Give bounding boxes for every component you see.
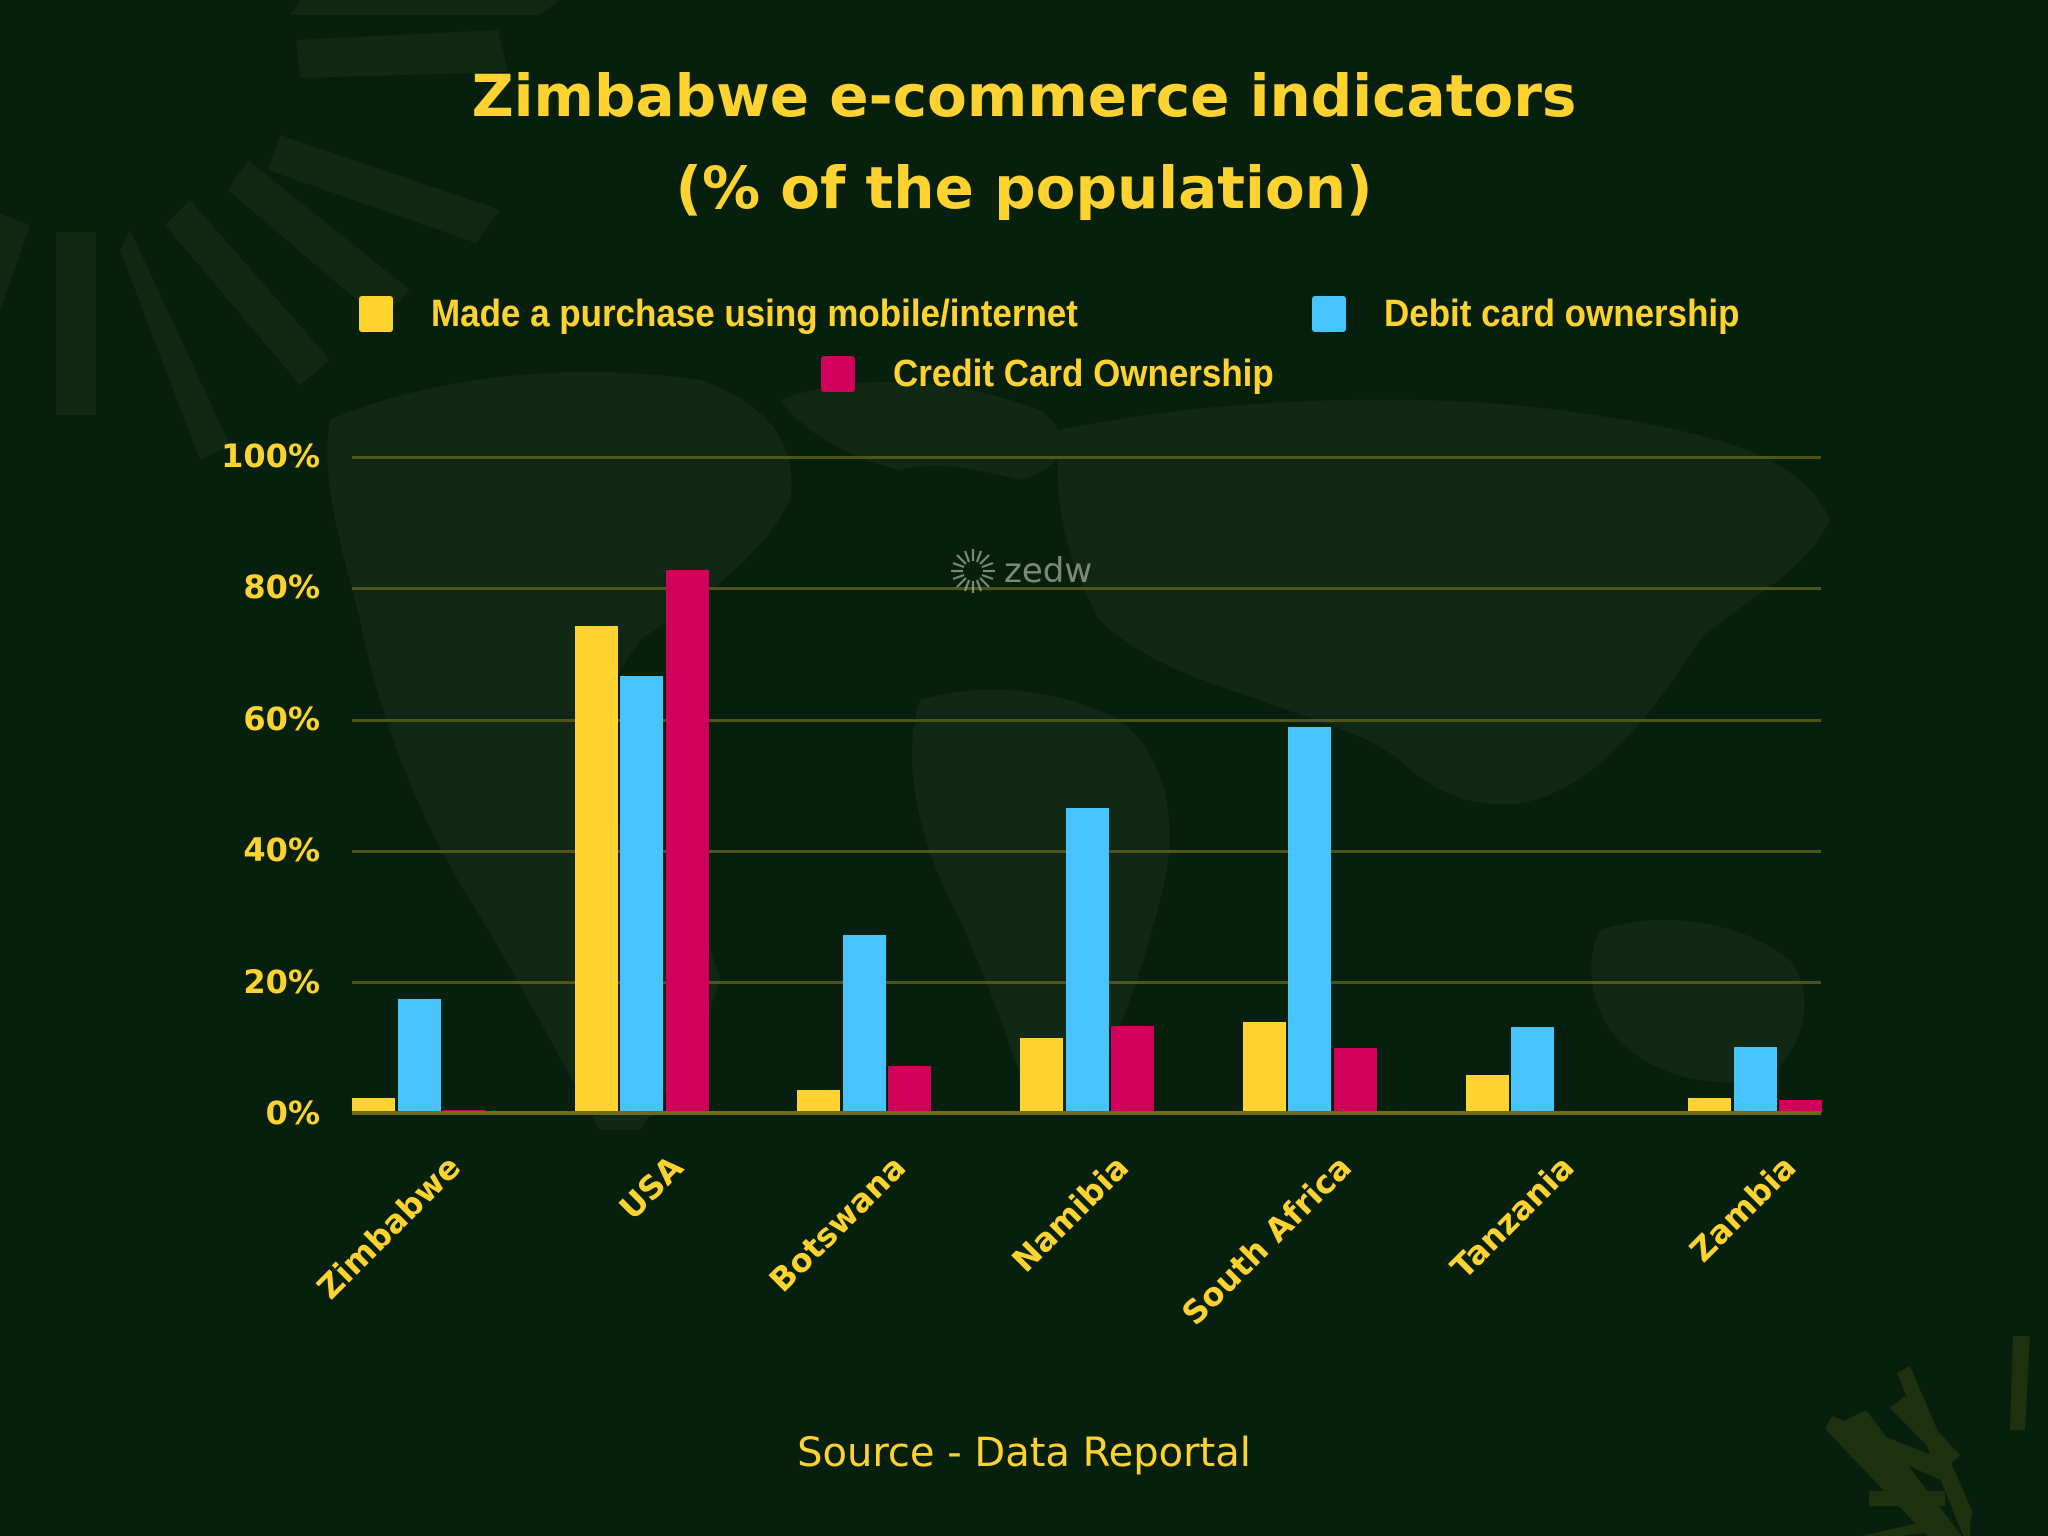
legend-label: Made a purchase using mobile/internet [431,292,1078,335]
sunburst-logo-icon [951,549,995,593]
bar-usa-1[interactable] [620,676,664,1113]
bar-zimbabwe-1[interactable] [397,998,441,1113]
watermark-text: zedw [1004,551,1093,591]
bar-tanzania-1[interactable] [1511,1027,1554,1113]
bar-south-africa-0[interactable] [1242,1021,1286,1113]
bar-tanzania-0[interactable] [1465,1074,1509,1113]
y-tick-label: 0% [265,1094,320,1132]
y-tick-label: 100% [221,437,320,475]
legend-swatch-yellow [359,296,393,332]
gridline-80 [352,587,1821,590]
sunburst-top-left [0,0,560,460]
bar-south-africa-2[interactable] [1333,1048,1377,1113]
watermark: zedw [948,546,1092,596]
bar-botswana-2[interactable] [888,1066,932,1113]
y-tick-label: 40% [243,831,320,869]
bar-namibia-0[interactable] [1020,1038,1064,1113]
bar-usa-0[interactable] [574,625,618,1113]
legend-swatch-magenta [821,356,855,392]
chart-title-line-1: Zimbabwe e-commerce indicators [471,62,1577,130]
legend-swatch-blue [1312,296,1346,332]
bar-namibia-1[interactable] [1065,807,1109,1113]
legend-item-credit[interactable]: Credit Card Ownership [821,352,1307,395]
y-tick-label: 20% [243,963,320,1001]
legend-item-debit[interactable]: Debit card ownership [1312,292,1770,335]
gridline-60 [352,719,1821,722]
bar-zimbabwe-0[interactable] [352,1097,395,1113]
sunburst-bottom-right [1825,1336,2048,1536]
legend-label: Debit card ownership [1384,292,1740,335]
bar-zambia-2[interactable] [1779,1099,1823,1113]
bar-namibia-2[interactable] [1111,1026,1155,1113]
source-caption: Source - Data Reportal [797,1430,1251,1476]
bar-usa-2[interactable] [665,569,709,1113]
chart-title-line-2: (% of the population) [675,154,1373,222]
y-tick-label: 80% [243,568,320,606]
bar-zambia-0[interactable] [1688,1097,1732,1113]
bar-south-africa-1[interactable] [1288,726,1332,1113]
x-axis-baseline [352,1111,1821,1115]
y-tick-label: 60% [243,700,320,738]
gridline-100 [352,456,1821,459]
bar-botswana-1[interactable] [842,935,886,1113]
legend-label: Credit Card Ownership [893,352,1274,395]
bar-botswana-0[interactable] [797,1090,841,1113]
legend-item-purchase[interactable]: Made a purchase using mobile/internet [359,292,1134,335]
bar-zambia-1[interactable] [1733,1047,1777,1113]
